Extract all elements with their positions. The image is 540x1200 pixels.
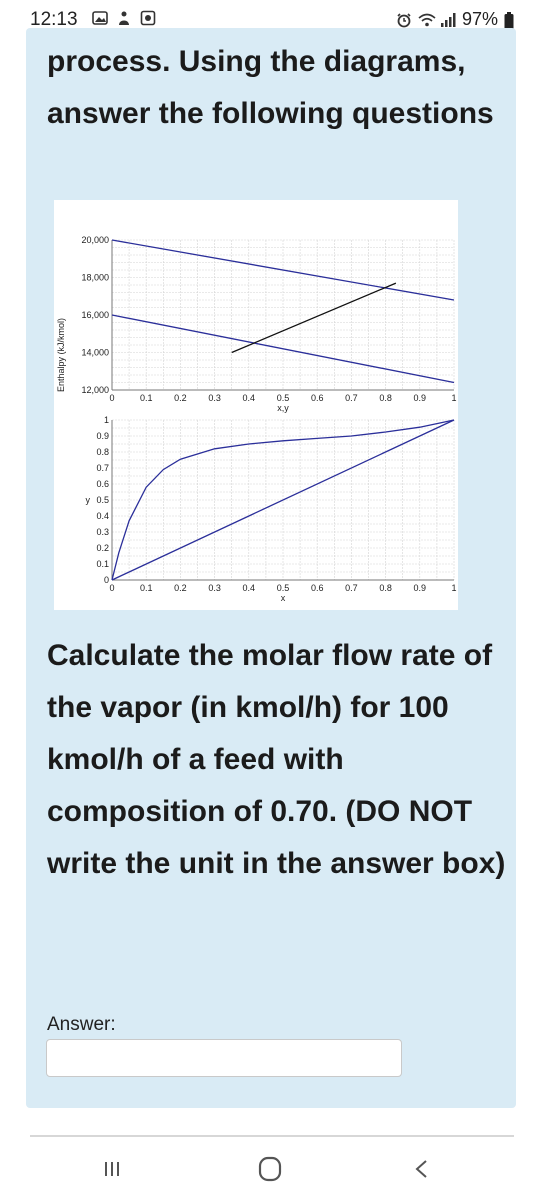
y-tick-label: 0.1 bbox=[96, 559, 109, 569]
home-button[interactable] bbox=[250, 1154, 290, 1188]
alarm-icon bbox=[396, 12, 412, 28]
question-text: Calculate the molar flow rate of the vap… bbox=[47, 639, 506, 880]
y-axis-label: y bbox=[86, 495, 91, 505]
x-tick-label: 0.6 bbox=[311, 583, 324, 593]
x-tick-label: 0.6 bbox=[311, 393, 324, 403]
answer-input[interactable] bbox=[46, 1039, 402, 1077]
y-tick-label: 0.3 bbox=[96, 527, 109, 537]
status-icons-left bbox=[92, 10, 156, 26]
x-tick-label: 0.3 bbox=[208, 393, 221, 403]
recent-apps-icon bbox=[103, 1160, 121, 1183]
x-tick-label: 0.5 bbox=[277, 583, 290, 593]
y-tick-label: 0.9 bbox=[96, 431, 109, 441]
battery-icon bbox=[504, 11, 514, 29]
x-tick-label: 0.2 bbox=[174, 393, 187, 403]
x-tick-label: 0.8 bbox=[379, 583, 392, 593]
series-line-1-1 bbox=[111, 419, 455, 581]
gallery-icon bbox=[92, 10, 108, 26]
question-intro-text: process. Using the diagrams, answer the … bbox=[47, 45, 494, 130]
x-tick-label: 0.7 bbox=[345, 393, 358, 403]
y-tick-label: 16,000 bbox=[81, 310, 109, 320]
y-tick-label: 0.2 bbox=[96, 543, 109, 553]
home-icon bbox=[257, 1156, 283, 1187]
x-tick-label: 0.2 bbox=[174, 583, 187, 593]
x-tick-label: 0.9 bbox=[414, 583, 427, 593]
nav-divider bbox=[30, 1135, 514, 1137]
x-tick-label: 0.4 bbox=[243, 583, 256, 593]
x-tick-label: 0 bbox=[109, 583, 114, 593]
y-tick-label: 12,000 bbox=[81, 385, 109, 395]
x-tick-label: 0 bbox=[109, 393, 114, 403]
x-tick-label: 0.4 bbox=[243, 393, 256, 403]
diagrams-image: 0 0.1 0.2 0.3 0.4 0.5 0.6 0.7 0.8 0.9 1 12,000 14,00… bbox=[54, 200, 458, 610]
series-line-0-2 bbox=[231, 282, 397, 354]
x-tick-label: 0.5 bbox=[277, 393, 290, 403]
recent-apps-button[interactable] bbox=[92, 1154, 132, 1188]
x-tick-label: 0.9 bbox=[414, 393, 427, 403]
y-tick-label: 18,000 bbox=[81, 273, 109, 283]
y-tick-label: 0 bbox=[104, 575, 109, 585]
y-tick-label: 1 bbox=[104, 415, 109, 425]
navigation-bar bbox=[0, 1138, 540, 1200]
x-tick-label: 0.8 bbox=[379, 393, 392, 403]
x-axis-label: x,y bbox=[277, 403, 289, 413]
y-tick-label: 0.6 bbox=[96, 479, 109, 489]
back-button[interactable] bbox=[402, 1154, 442, 1188]
diagrams-svg: 0 0.1 0.2 0.3 0.4 0.5 0.6 0.7 0.8 0.9 1 12,000 14,00… bbox=[56, 235, 457, 603]
back-icon bbox=[413, 1159, 431, 1184]
status-bar: 12:13 97% bbox=[0, 0, 540, 40]
y-axis-label: Enthalpy (kJ/kmol) bbox=[56, 318, 66, 392]
x-axis-label: x bbox=[281, 593, 286, 603]
x-tick-label: 1 bbox=[451, 583, 456, 593]
y-tick-label: 0.8 bbox=[96, 447, 109, 457]
series-line-1-0 bbox=[111, 419, 455, 581]
series-line-0-0 bbox=[111, 239, 455, 301]
notification-icon bbox=[116, 10, 132, 26]
y-tick-label: 0.5 bbox=[96, 495, 109, 505]
x-tick-label: 0.7 bbox=[345, 583, 358, 593]
x-tick-label: 0.1 bbox=[140, 583, 153, 593]
y-tick-label: 0.7 bbox=[96, 463, 109, 473]
status-icons-right: 97% bbox=[396, 9, 514, 30]
x-tick-label: 1 bbox=[451, 393, 456, 403]
x-tick-label: 0.3 bbox=[208, 583, 221, 593]
y-tick-label: 20,000 bbox=[81, 235, 109, 245]
signal-icon bbox=[440, 12, 456, 28]
status-time: 12:13 bbox=[30, 9, 78, 30]
answer-label: Answer: bbox=[47, 1014, 116, 1035]
app-icon bbox=[140, 10, 156, 26]
battery-percent: 97% bbox=[461, 9, 498, 29]
y-tick-label: 14,000 bbox=[81, 348, 109, 358]
y-tick-label: 0.4 bbox=[96, 511, 109, 521]
wifi-icon bbox=[418, 12, 436, 28]
x-tick-label: 0.1 bbox=[140, 393, 153, 403]
series-line-0-1 bbox=[111, 314, 455, 384]
